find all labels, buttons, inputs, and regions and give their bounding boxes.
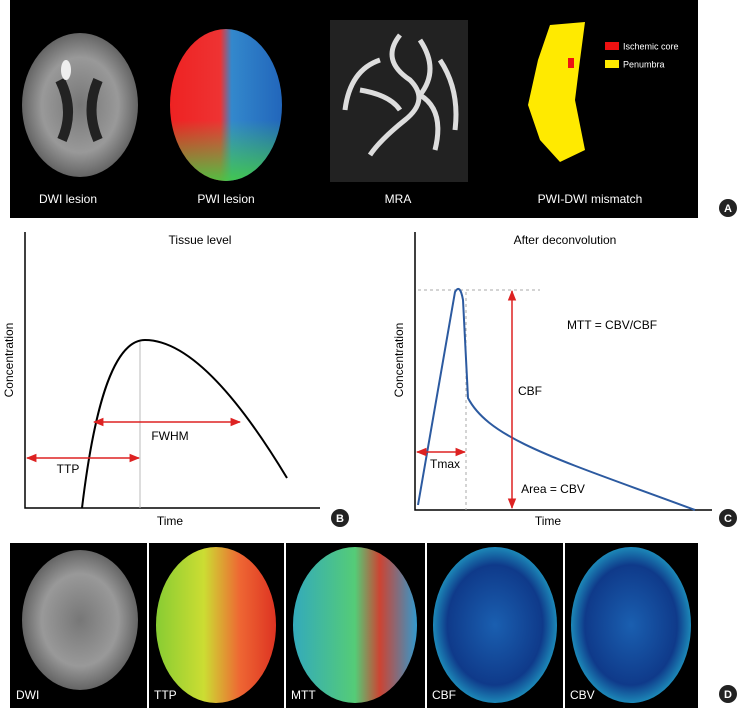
penumbra-region xyxy=(528,22,585,162)
annotation: Area = CBV xyxy=(521,482,585,496)
image-label: CBV xyxy=(570,688,595,702)
image-label: DWI xyxy=(16,688,39,702)
residue-curve xyxy=(417,287,696,511)
x-axis-label: Time xyxy=(535,514,562,528)
mra-image xyxy=(330,20,468,182)
legend-swatch-core xyxy=(605,42,619,50)
image-label: MRA xyxy=(385,192,412,206)
image-label: TTP xyxy=(154,688,177,702)
panel-tag: A xyxy=(724,203,732,215)
image-label: PWI lesion xyxy=(197,192,254,206)
y-axis-label: Concentration xyxy=(392,323,406,398)
dwi-lesion xyxy=(61,60,71,80)
panel-tag: D xyxy=(724,689,732,701)
legend-label: Penumbra xyxy=(623,59,665,69)
image-label: MTT xyxy=(291,688,316,702)
dwi-image xyxy=(22,33,138,177)
x-axis-label: Time xyxy=(157,514,184,528)
annotation: FWHM xyxy=(151,429,188,443)
panel-tag-circle xyxy=(719,199,737,217)
panel-tag-circle xyxy=(719,509,737,527)
annotation: TTP xyxy=(57,462,80,476)
axes xyxy=(24,232,320,509)
panel-tag-circle xyxy=(331,509,349,527)
panel-tag-circle xyxy=(719,685,737,703)
panel-tag: C xyxy=(724,513,732,525)
axes xyxy=(414,232,712,511)
dwi-image xyxy=(22,550,138,690)
ttp-image xyxy=(156,547,276,703)
mtt-image xyxy=(293,547,417,703)
panel-tag: B xyxy=(336,513,344,525)
pwi-image-overlay xyxy=(170,29,282,181)
image-label: PWI-DWI mismatch xyxy=(538,192,643,206)
legend-swatch-penumbra xyxy=(605,60,619,68)
cbv-image xyxy=(571,547,691,703)
image-label: CBF xyxy=(432,688,456,702)
legend-label: Ischemic core xyxy=(623,41,679,51)
image-label: DWI lesion xyxy=(39,192,97,206)
y-axis-label: Concentration xyxy=(2,323,16,398)
panel-title: After deconvolution xyxy=(514,233,617,247)
cbf-image xyxy=(433,547,557,703)
tissue-curve xyxy=(81,338,288,509)
ventricles xyxy=(55,77,103,142)
annotation: CBF xyxy=(518,384,542,398)
ischemic-core-region xyxy=(568,58,574,68)
mra-vessels xyxy=(342,33,459,157)
annotation: Tmax xyxy=(430,457,460,471)
panel-title: Tissue level xyxy=(169,233,232,247)
annotation: MTT = CBV/CBF xyxy=(567,318,657,332)
